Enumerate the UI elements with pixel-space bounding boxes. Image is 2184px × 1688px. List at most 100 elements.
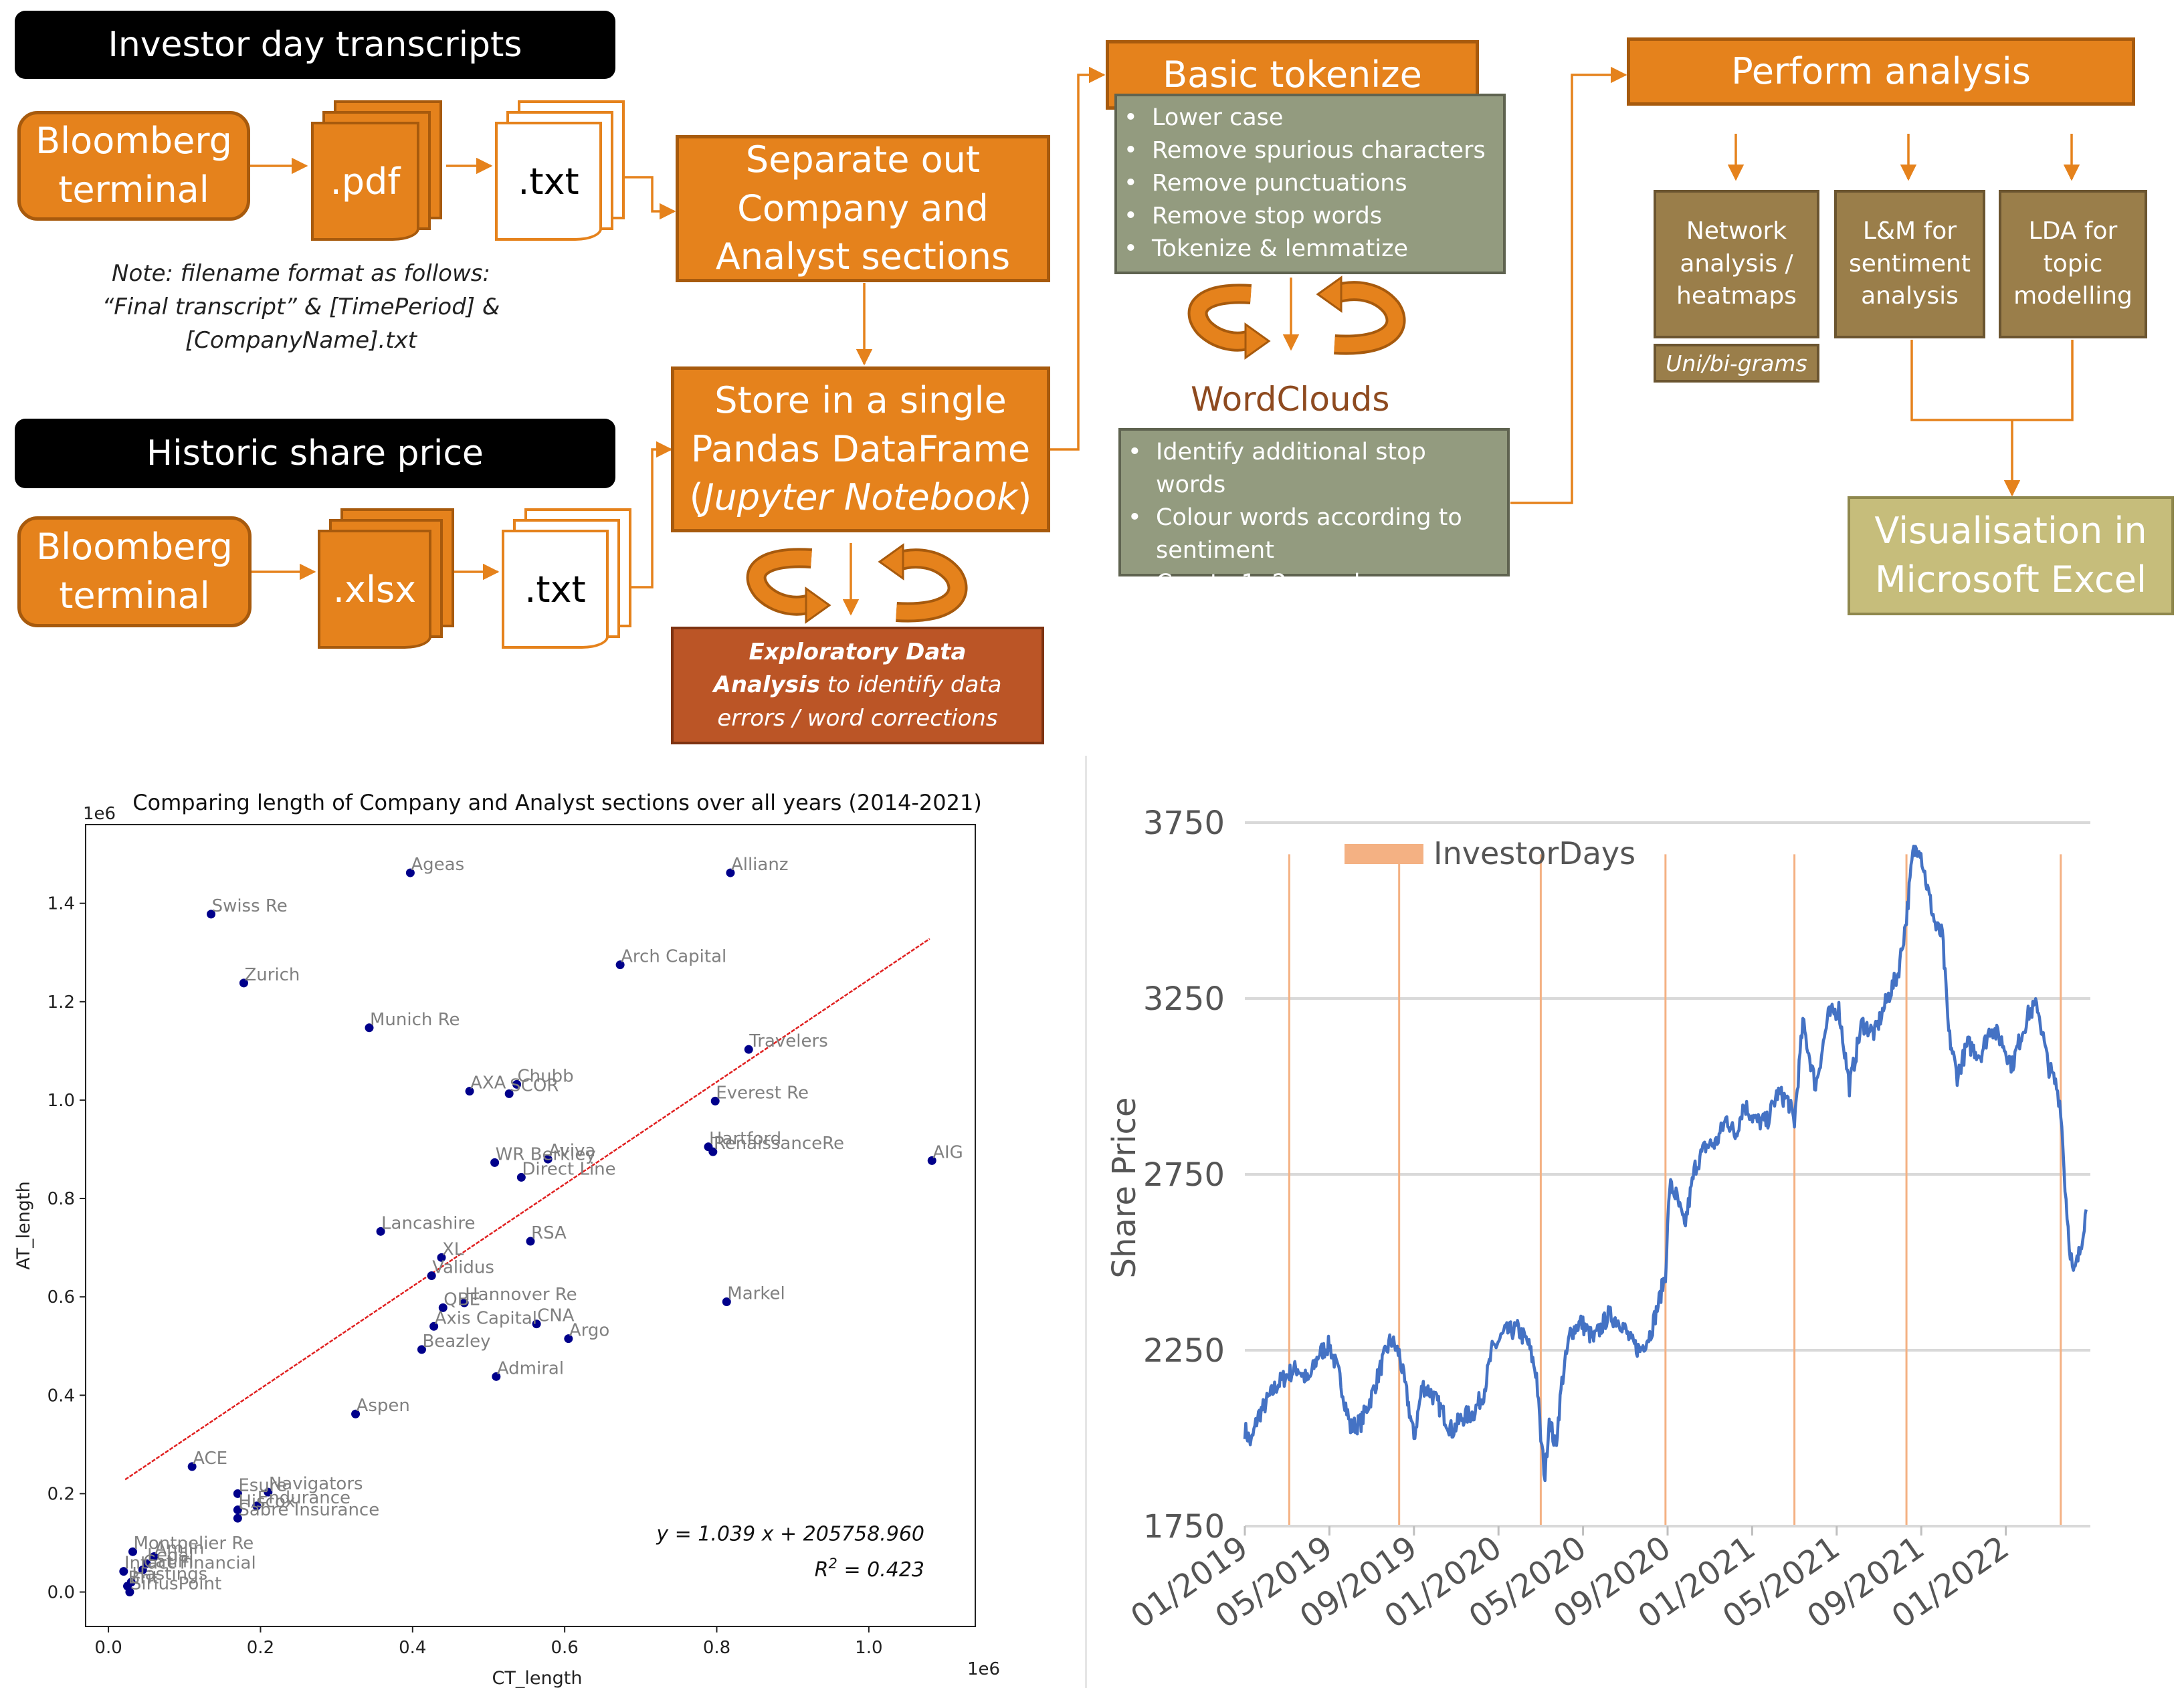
lm-sentiment-box: L&M for sentiment analysis <box>1834 190 1985 338</box>
y-tick-label: 1750 <box>1143 1508 1225 1546</box>
data-point <box>460 1298 469 1307</box>
length-scatter-chart: Comparing length of Company and Analyst … <box>13 790 1000 1688</box>
wordclouds-steps-list: Identify additional stop words Colour wo… <box>1128 436 1502 633</box>
x-scale-label: 1e6 <box>967 1659 1000 1679</box>
wordclouds-step: Create 1-,2- word WordClouds <box>1128 567 1502 633</box>
bloomberg-terminal-box-top: Bloomberg terminal <box>17 111 250 221</box>
wordclouds-title: WordClouds <box>1191 380 1390 419</box>
arrow-merge-bracket <box>1910 340 2074 421</box>
data-point <box>239 978 248 988</box>
y-tick-label: 0.4 <box>47 1386 75 1406</box>
tokenize-step: Remove spurious characters <box>1124 134 1498 167</box>
share-y-axis-label: Share Price <box>1106 1097 1143 1279</box>
legend-swatch <box>1345 844 1423 864</box>
point-label: Amlin <box>155 1539 204 1559</box>
x-tick-label: 0.2 <box>247 1638 274 1658</box>
tokenize-step: Remove stop words <box>1124 200 1498 233</box>
eda-box: Exploratory Data Analysis to identify da… <box>671 627 1044 744</box>
data-point <box>142 1559 151 1568</box>
data-point <box>615 960 625 970</box>
point-label: Ageas <box>411 855 464 875</box>
visualisation-excel-box: Visualisation in Microsoft Excel <box>1848 496 2174 615</box>
point-label: Validus <box>432 1258 494 1278</box>
point-label: WR Berkley <box>496 1144 596 1164</box>
x-tick-label: 0.0 <box>94 1638 122 1658</box>
data-point <box>405 868 415 877</box>
point-label: Travelers <box>749 1031 828 1051</box>
scatter-title: Comparing length of Company and Analyst … <box>132 790 982 815</box>
cycle-arrows-eda <box>746 543 968 624</box>
data-point <box>490 1158 500 1167</box>
data-point <box>138 1565 147 1574</box>
historic-share-price-header: Historic share price <box>15 419 615 488</box>
data-point <box>128 1547 137 1556</box>
point-label: Legal <box>147 1546 194 1566</box>
y-tick-label: 1.4 <box>47 894 75 914</box>
point-label: Sabre Insurance <box>238 1500 379 1520</box>
perform-analysis-title: Perform analysis <box>1627 37 2135 106</box>
regression-equation: y = 1.039 x + 205758.960 <box>656 1522 924 1546</box>
scatter-plot-frame <box>85 824 976 1627</box>
y-scale-label: 1e6 <box>83 804 116 824</box>
connector-arrows <box>250 66 2080 624</box>
data-point <box>726 868 735 877</box>
lda-topic-box: LDA for topic modelling <box>1999 190 2147 338</box>
y-tick-label: 1.0 <box>47 1091 75 1111</box>
scatter-y-ticks: 0.0 0.2 0.4 0.6 0.8 1.0 1.2 1.4 <box>47 894 86 1603</box>
arrow-txt-to-store <box>629 441 673 589</box>
point-label: Lancashire <box>381 1213 476 1233</box>
point-label: Everest Re <box>716 1083 809 1103</box>
tokenize-step: Tokenize & lemmatize <box>1124 233 1498 266</box>
y-tick-label: 0.6 <box>47 1287 75 1307</box>
y-tick-label: 0.0 <box>47 1583 75 1603</box>
point-label: Hiscox <box>238 1492 295 1512</box>
data-point <box>252 1501 262 1511</box>
point-label: Navigators <box>269 1474 363 1494</box>
point-label: Chubb <box>518 1066 574 1086</box>
txt-document-stack-top: .txt <box>495 100 629 250</box>
point-label: Catlin <box>143 1552 193 1572</box>
point-label: Markel <box>727 1284 785 1304</box>
wordclouds-step: Identify additional stop words <box>1128 436 1502 502</box>
data-point <box>429 1322 439 1331</box>
txt-label-top: .txt <box>518 160 579 203</box>
data-point <box>512 1079 522 1089</box>
data-point <box>526 1237 535 1246</box>
scatter-x-ticks: 0.0 0.2 0.4 0.6 0.8 1.0 <box>94 1626 883 1658</box>
data-point <box>119 1567 128 1576</box>
x-tick-label: 0.4 <box>399 1638 426 1658</box>
y-tick-label: 3750 <box>1143 805 1225 842</box>
x-tick-label: 1.0 <box>855 1638 882 1658</box>
point-label: XL <box>442 1239 464 1259</box>
store-line-3-italic: Jupyter Notebook <box>703 476 1018 519</box>
pdf-document-stack: .pdf <box>311 100 445 250</box>
point-label: Aviva <box>549 1141 595 1161</box>
network-analysis-box: Network analysis / heatmaps <box>1654 190 1819 338</box>
x-tick-label: 0.8 <box>703 1638 730 1658</box>
point-label: Direct Line <box>522 1159 615 1179</box>
data-point <box>532 1320 541 1329</box>
data-point <box>233 1513 242 1523</box>
data-point <box>543 1154 553 1164</box>
data-point <box>376 1227 385 1236</box>
point-label: CNA <box>537 1306 575 1326</box>
share-price-chart: 1750 2250 2750 3250 3750 01/201905/201909/20… <box>1106 805 2090 1636</box>
store-line-3-open: ( <box>689 476 704 519</box>
share-y-ticks: 1750 2250 2750 3250 3750 <box>1143 805 1225 1546</box>
data-point <box>207 910 216 919</box>
eda-bold: Exploratory Data Analysis <box>713 639 967 699</box>
point-label: Zurich <box>244 965 300 985</box>
point-label: QBE <box>443 1289 480 1309</box>
y-tick-label: 2750 <box>1143 1156 1225 1194</box>
tokenize-step: Remove punctuations <box>1124 167 1498 200</box>
chart-divider <box>1085 756 1087 1688</box>
point-label: SCOR <box>510 1075 559 1095</box>
data-point <box>437 1253 446 1262</box>
data-point <box>149 1552 159 1562</box>
txt-label-bottom: .txt <box>524 568 586 611</box>
arrow-wordclouds-to-analysis <box>1510 66 1627 504</box>
y-tick-label: 1.2 <box>47 992 75 1013</box>
bloomberg-terminal-box-bottom: Bloomberg terminal <box>17 516 252 627</box>
arrow-store-to-tokenize <box>1050 66 1106 451</box>
share-x-axis: 01/201905/201909/201901/202005/202009/20… <box>1124 1525 2090 1636</box>
